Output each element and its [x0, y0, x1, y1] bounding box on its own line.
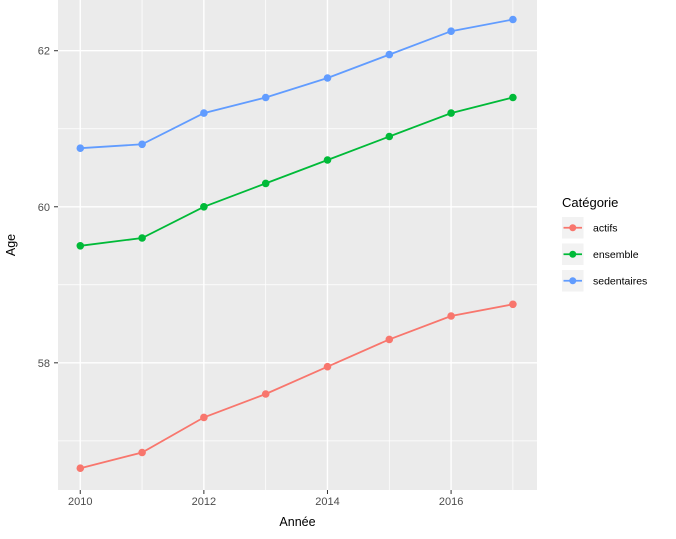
series-line-ensemble [80, 96, 514, 247]
series-layer [76, 15, 517, 473]
data-point-ensemble-2014 [323, 156, 332, 164]
data-point-ensemble-2013 [261, 179, 270, 188]
legend-item-label-ensemble: ensemble [593, 249, 639, 261]
data-point-ensemble-2012 [200, 203, 208, 211]
legend-item-label-sedentaires: sedentaires [593, 275, 647, 287]
series-line-actifs [80, 303, 514, 470]
y-tick-label: 58 [38, 358, 50, 370]
legend-key-point-sedentaires [569, 277, 577, 285]
y-axis-title: Age [4, 234, 18, 256]
plot-panel [58, 0, 537, 490]
data-point-actifs-2014 [323, 362, 332, 371]
x-axis-title: Année [279, 515, 315, 529]
data-point-actifs-2013 [261, 390, 270, 398]
data-point-sedentaires-2017 [509, 15, 517, 24]
data-point-actifs-2010 [76, 464, 85, 473]
y-tick-label: 62 [38, 46, 50, 58]
data-point-sedentaires-2010 [76, 144, 85, 152]
data-point-ensemble-2016 [447, 109, 455, 117]
data-point-sedentaires-2011 [138, 140, 146, 149]
series-line-sedentaires [80, 18, 514, 150]
legend-item-label-actifs: actifs [593, 222, 618, 234]
data-point-ensemble-2017 [509, 93, 517, 102]
data-point-sedentaires-2014 [323, 74, 332, 82]
data-point-sedentaires-2015 [385, 50, 394, 59]
data-point-sedentaires-2016 [447, 27, 455, 35]
data-point-sedentaires-2012 [200, 109, 208, 117]
data-point-actifs-2012 [200, 413, 208, 422]
data-point-actifs-2016 [447, 312, 455, 320]
data-point-actifs-2011 [138, 448, 146, 457]
axis-layer: 2010 2012 2014 2016 58 60 62 [38, 46, 464, 508]
legend-title: Catégorie [562, 195, 618, 210]
data-point-ensemble-2010 [76, 242, 85, 250]
legend-key-point-ensemble [569, 250, 577, 258]
x-tick-label: 2014 [315, 496, 339, 508]
x-tick-label: 2010 [68, 496, 92, 508]
panel-background [58, 0, 537, 490]
data-point-actifs-2015 [385, 335, 394, 344]
legend: actifs ensemble sedentaires [562, 217, 647, 292]
data-point-ensemble-2011 [138, 234, 146, 242]
y-tick-label: 60 [38, 202, 50, 214]
data-point-ensemble-2015 [385, 132, 394, 141]
x-tick-label: 2016 [439, 496, 463, 508]
legend-key-point-actifs [569, 224, 577, 232]
data-point-actifs-2017 [509, 300, 517, 309]
x-tick-label: 2012 [192, 496, 216, 508]
data-point-sedentaires-2013 [261, 93, 270, 102]
